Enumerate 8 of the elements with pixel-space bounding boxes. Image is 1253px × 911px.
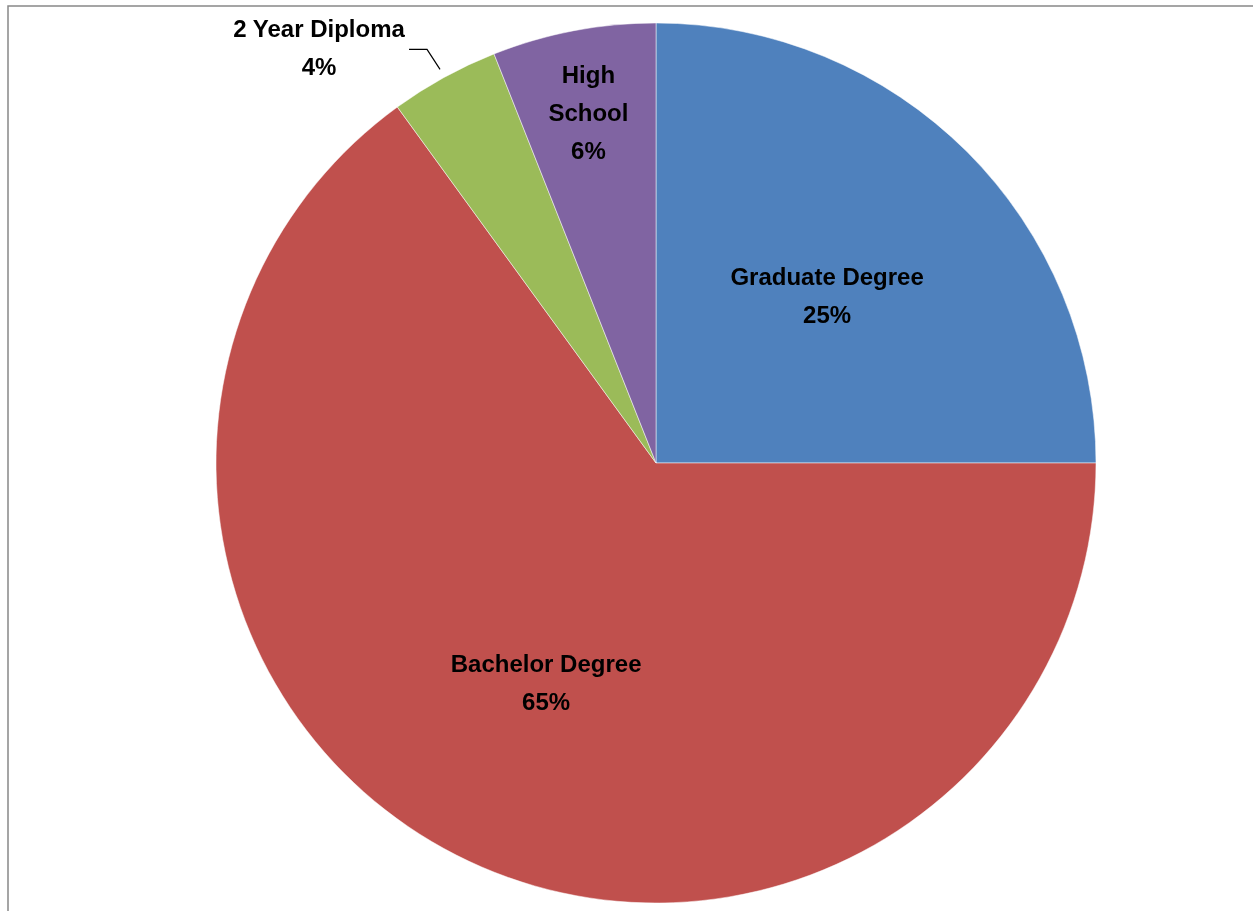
slice-label: 2 Year Diploma (233, 15, 406, 43)
slice-label: Bachelor Degree (450, 649, 642, 677)
slice-label: High School (548, 60, 629, 126)
data-label: 6% (571, 136, 606, 164)
data-label: 65% (522, 687, 571, 715)
data-label: 25% (803, 300, 852, 328)
data-label: 4% (301, 53, 337, 81)
slice-label: Graduate Degree (730, 262, 924, 290)
